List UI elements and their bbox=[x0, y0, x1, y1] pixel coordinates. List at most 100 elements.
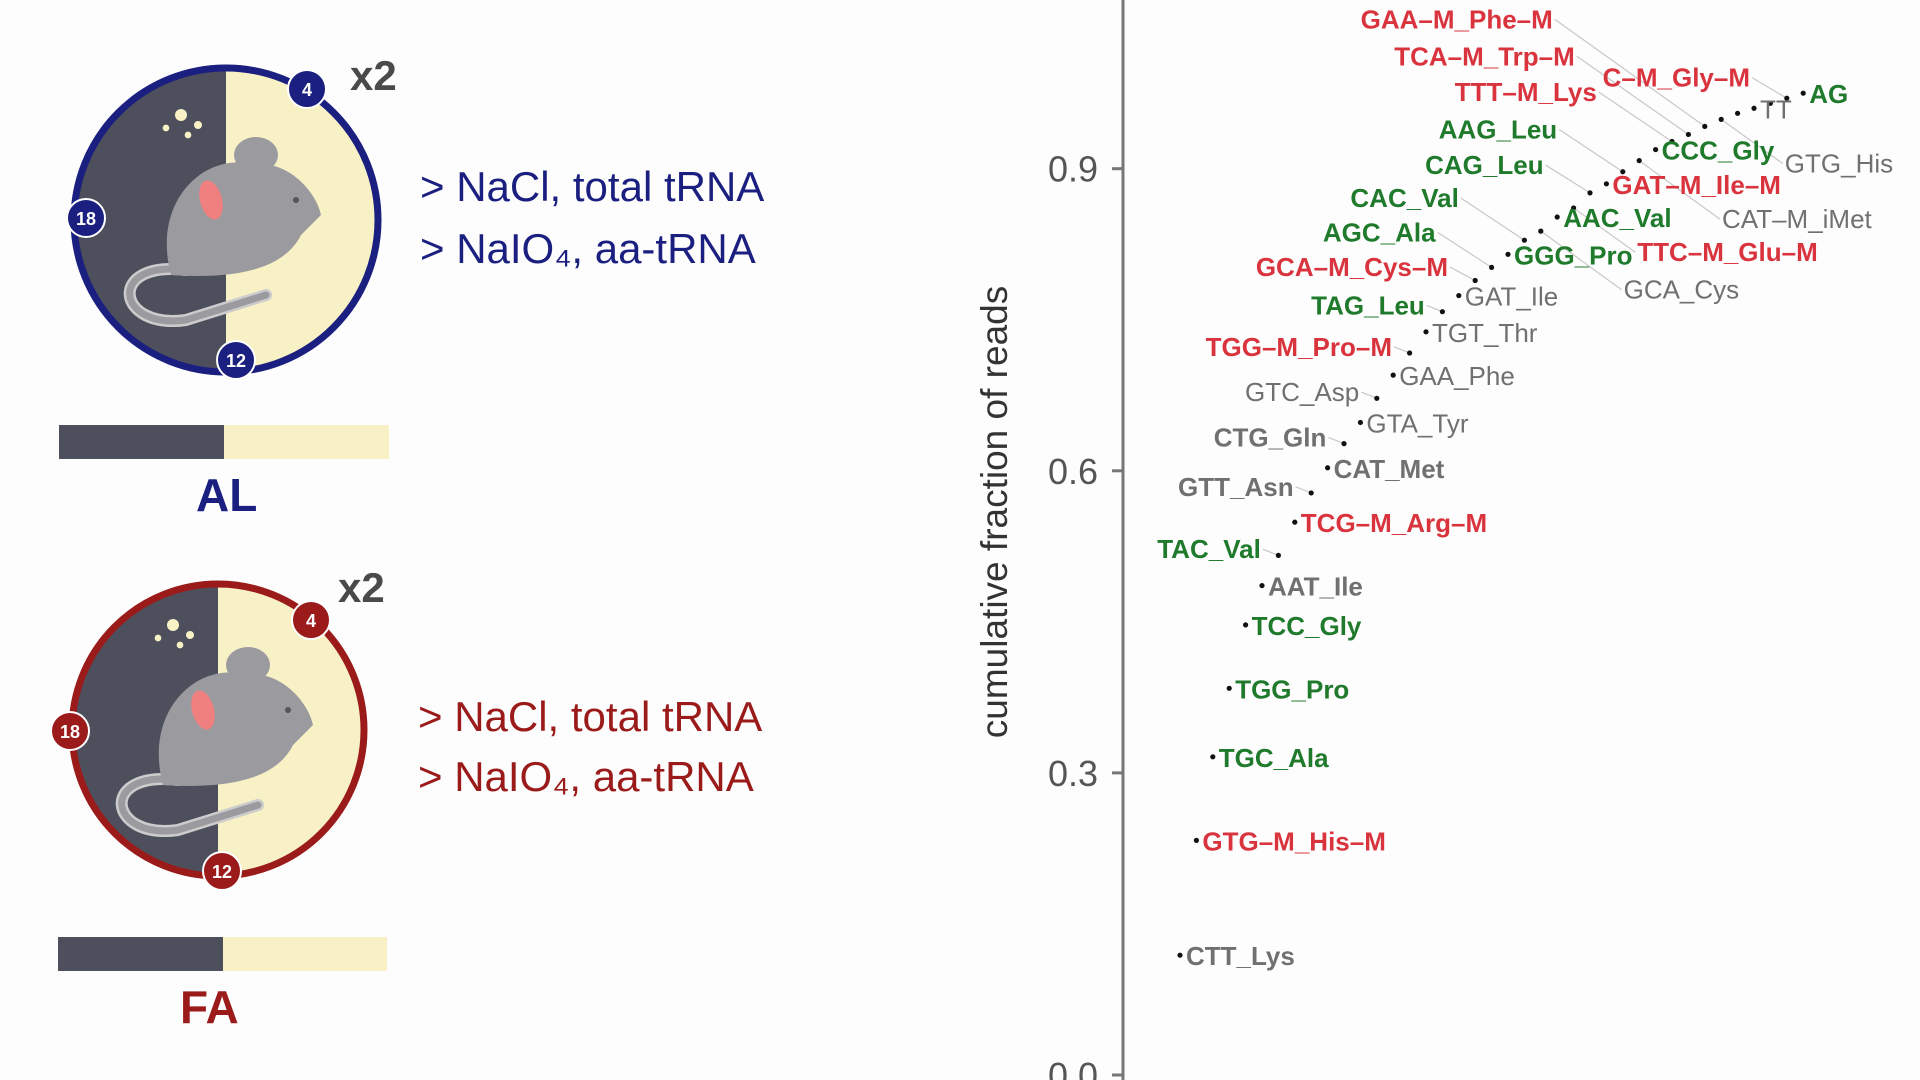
data-point bbox=[1423, 329, 1429, 335]
data-point bbox=[1653, 146, 1659, 153]
data-point bbox=[1259, 582, 1265, 589]
star-icon bbox=[154, 634, 162, 642]
fa-light-dark-bar bbox=[58, 937, 387, 971]
star-icon bbox=[162, 124, 170, 132]
clock-hour-label: 4 bbox=[306, 611, 316, 631]
clock-hour-badge bbox=[291, 600, 331, 640]
data-label: TGG–M_Pro–M bbox=[1206, 332, 1392, 362]
y-tick-label: 0.9 bbox=[1048, 149, 1098, 190]
data-point bbox=[1571, 205, 1577, 211]
data-label: GTC_Asp bbox=[1245, 377, 1359, 407]
leader-line bbox=[1360, 391, 1378, 399]
data-label: GCA–M_Cys–M bbox=[1256, 252, 1448, 282]
data-point bbox=[1620, 169, 1626, 175]
data-point bbox=[1357, 419, 1363, 426]
clock-hour-badge bbox=[216, 340, 256, 380]
leader-line bbox=[1262, 548, 1279, 556]
star-icon bbox=[167, 619, 179, 631]
mouse-icon bbox=[123, 137, 321, 327]
fa-multiplier: x2 bbox=[338, 564, 385, 611]
al-light-dark-bar bbox=[59, 425, 389, 459]
data-label: GTG_His bbox=[1785, 149, 1893, 179]
leader-line bbox=[1751, 77, 1788, 99]
data-label: TGT_Thr bbox=[1432, 318, 1538, 348]
data-label: GAT_Ile bbox=[1465, 282, 1558, 312]
data-label: GTG–M_His–M bbox=[1202, 826, 1386, 856]
data-point bbox=[1538, 228, 1544, 234]
leader-line bbox=[1437, 231, 1492, 268]
data-point bbox=[1505, 251, 1511, 257]
al-label: AL bbox=[196, 469, 258, 521]
al-multiplier: x2 bbox=[350, 52, 397, 99]
data-point bbox=[1521, 237, 1527, 243]
data-point bbox=[1407, 350, 1413, 356]
clock-hour-label: 12 bbox=[226, 351, 246, 371]
data-point bbox=[1784, 95, 1790, 101]
data-label: AG bbox=[1809, 79, 1848, 109]
y-tick-label: 0.3 bbox=[1048, 753, 1098, 794]
data-label: AAG_Leu bbox=[1439, 115, 1557, 145]
data-point bbox=[1669, 138, 1675, 145]
clock-hour-badge bbox=[202, 851, 242, 891]
leader-line bbox=[1558, 129, 1624, 173]
data-label: TT bbox=[1760, 94, 1792, 124]
data-label: TCG–M_Arg–M bbox=[1301, 508, 1487, 538]
data-label: TCA–M_Trp–M bbox=[1394, 41, 1575, 71]
data-label: GTT_Asn bbox=[1178, 472, 1294, 502]
data-point bbox=[1751, 105, 1757, 111]
data-label: CCC_Gly bbox=[1662, 136, 1775, 166]
data-point bbox=[1554, 214, 1560, 220]
clock-hour-label: 4 bbox=[302, 80, 312, 100]
clock-hour-badge bbox=[287, 69, 327, 109]
data-label: AAC_Val bbox=[1563, 203, 1671, 233]
data-label: TCC_Gly bbox=[1252, 611, 1362, 641]
data-point bbox=[1685, 131, 1691, 138]
y-axis-label: cumulative fraction of reads bbox=[974, 286, 1015, 738]
data-label: GGG_Pro bbox=[1514, 240, 1632, 270]
data-label: TTT–M_Lys bbox=[1455, 77, 1597, 107]
data-point bbox=[1308, 490, 1314, 496]
leader-line bbox=[1554, 18, 1706, 127]
clock-hour-label: 18 bbox=[76, 209, 96, 229]
leader-line bbox=[1598, 91, 1673, 143]
data-label: CAC_Val bbox=[1350, 183, 1458, 213]
data-label: CAG_Leu bbox=[1425, 150, 1543, 180]
clock-hour-label: 12 bbox=[212, 862, 232, 882]
data-label: TAC_Val bbox=[1157, 534, 1261, 564]
data-label: TGG_Pro bbox=[1235, 674, 1349, 704]
mouse-icon bbox=[115, 647, 313, 837]
data-label: AAT_Ile bbox=[1268, 572, 1363, 602]
data-label: GTA_Tyr bbox=[1366, 408, 1468, 438]
label-leader-lines bbox=[1262, 18, 1788, 556]
leader-line bbox=[1295, 486, 1312, 494]
clock-hour-badge bbox=[66, 198, 106, 238]
star-icon bbox=[176, 641, 184, 649]
leader-line bbox=[1449, 266, 1476, 282]
leader-line bbox=[1720, 118, 1784, 165]
data-point bbox=[1210, 754, 1216, 760]
leader-line bbox=[1460, 197, 1525, 241]
data-point bbox=[1456, 292, 1462, 299]
leader-line bbox=[1328, 436, 1345, 445]
data-label: GAT–M_Ile–M bbox=[1612, 170, 1781, 200]
data-point bbox=[1193, 837, 1199, 843]
data-point bbox=[1800, 90, 1806, 96]
data-point bbox=[1341, 441, 1347, 447]
data-point bbox=[1226, 685, 1232, 691]
data-point bbox=[1603, 181, 1609, 187]
al-clock-mouse-icon: 4 18 12 bbox=[66, 64, 382, 380]
data-points: CTT_Lys GTG–M_His–M TGC_Ala TGG_Pro TCC_Gly A… bbox=[1157, 4, 1893, 971]
leader-line bbox=[1638, 160, 1721, 220]
fa-condition-2: > NaIO₄, aa-tRNA bbox=[418, 753, 754, 800]
leader-line bbox=[1545, 164, 1591, 194]
data-label: CTG_Gln bbox=[1214, 422, 1327, 452]
star-icon bbox=[184, 131, 192, 139]
data-label: GAA–M_Phe–M bbox=[1361, 4, 1553, 34]
data-point bbox=[1489, 264, 1495, 270]
data-point bbox=[1374, 395, 1380, 401]
al-condition-1: > NaCl, total tRNA bbox=[420, 163, 765, 210]
data-point bbox=[1292, 519, 1298, 525]
data-point bbox=[1243, 622, 1249, 628]
data-label: AGC_Ala bbox=[1323, 217, 1436, 247]
